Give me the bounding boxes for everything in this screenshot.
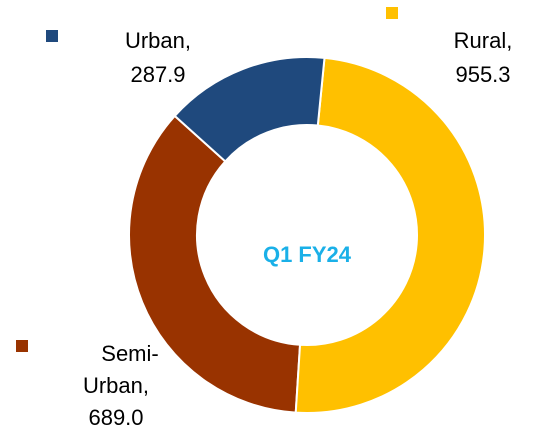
value-label: 287.9 (130, 62, 185, 87)
donut-slice (173, 56, 326, 163)
value-label: 689.0 (88, 405, 143, 430)
legend-swatch (46, 30, 58, 42)
legend-swatch (386, 7, 398, 19)
value-label: 955.3 (455, 62, 510, 87)
category-label: Rural, (454, 28, 513, 53)
legend-swatch (16, 340, 28, 352)
donut-slice (128, 114, 302, 414)
category-label: Semi-Urban, (83, 341, 159, 398)
category-label: Urban, (125, 28, 191, 53)
donut-slice (294, 56, 486, 414)
chart-title: Q1 FY24 (263, 242, 352, 267)
